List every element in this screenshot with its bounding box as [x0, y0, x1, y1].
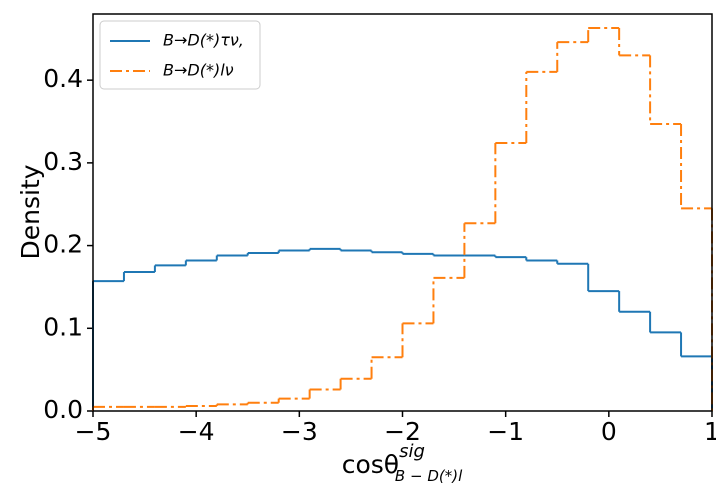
x-tick-label: −3 [281, 417, 318, 446]
x-tick-label: −5 [75, 417, 112, 446]
y-tick-label: 0.4 [43, 64, 83, 93]
x-axis-label: cosθsig B − D(*)l [342, 441, 463, 485]
x-tick-label: 0 [601, 417, 617, 446]
y-tick-label: 0.3 [43, 147, 83, 176]
legend-label: B→D(*)τν, [163, 31, 244, 50]
x-label-sup: sig [399, 441, 425, 462]
y-axis-label: Density [16, 164, 45, 259]
x-tick-label: 1 [704, 417, 716, 446]
plot-frame [92, 13, 713, 412]
legend-label: B→D(*)lν [163, 61, 234, 80]
y-tick-label: 0.0 [43, 395, 83, 424]
legend: B→D(*)τν, B→D(*)lν [99, 20, 261, 90]
x-label-sub: B − D(*)l [395, 467, 463, 485]
x-tick-label: −2 [384, 417, 421, 446]
x-label-main: cosθ [342, 450, 399, 479]
y-tick-label: 0.2 [43, 230, 83, 259]
y-tick-label: 0.1 [43, 312, 83, 341]
x-tick-label: −4 [178, 417, 215, 446]
x-tick-label: −1 [487, 417, 524, 446]
